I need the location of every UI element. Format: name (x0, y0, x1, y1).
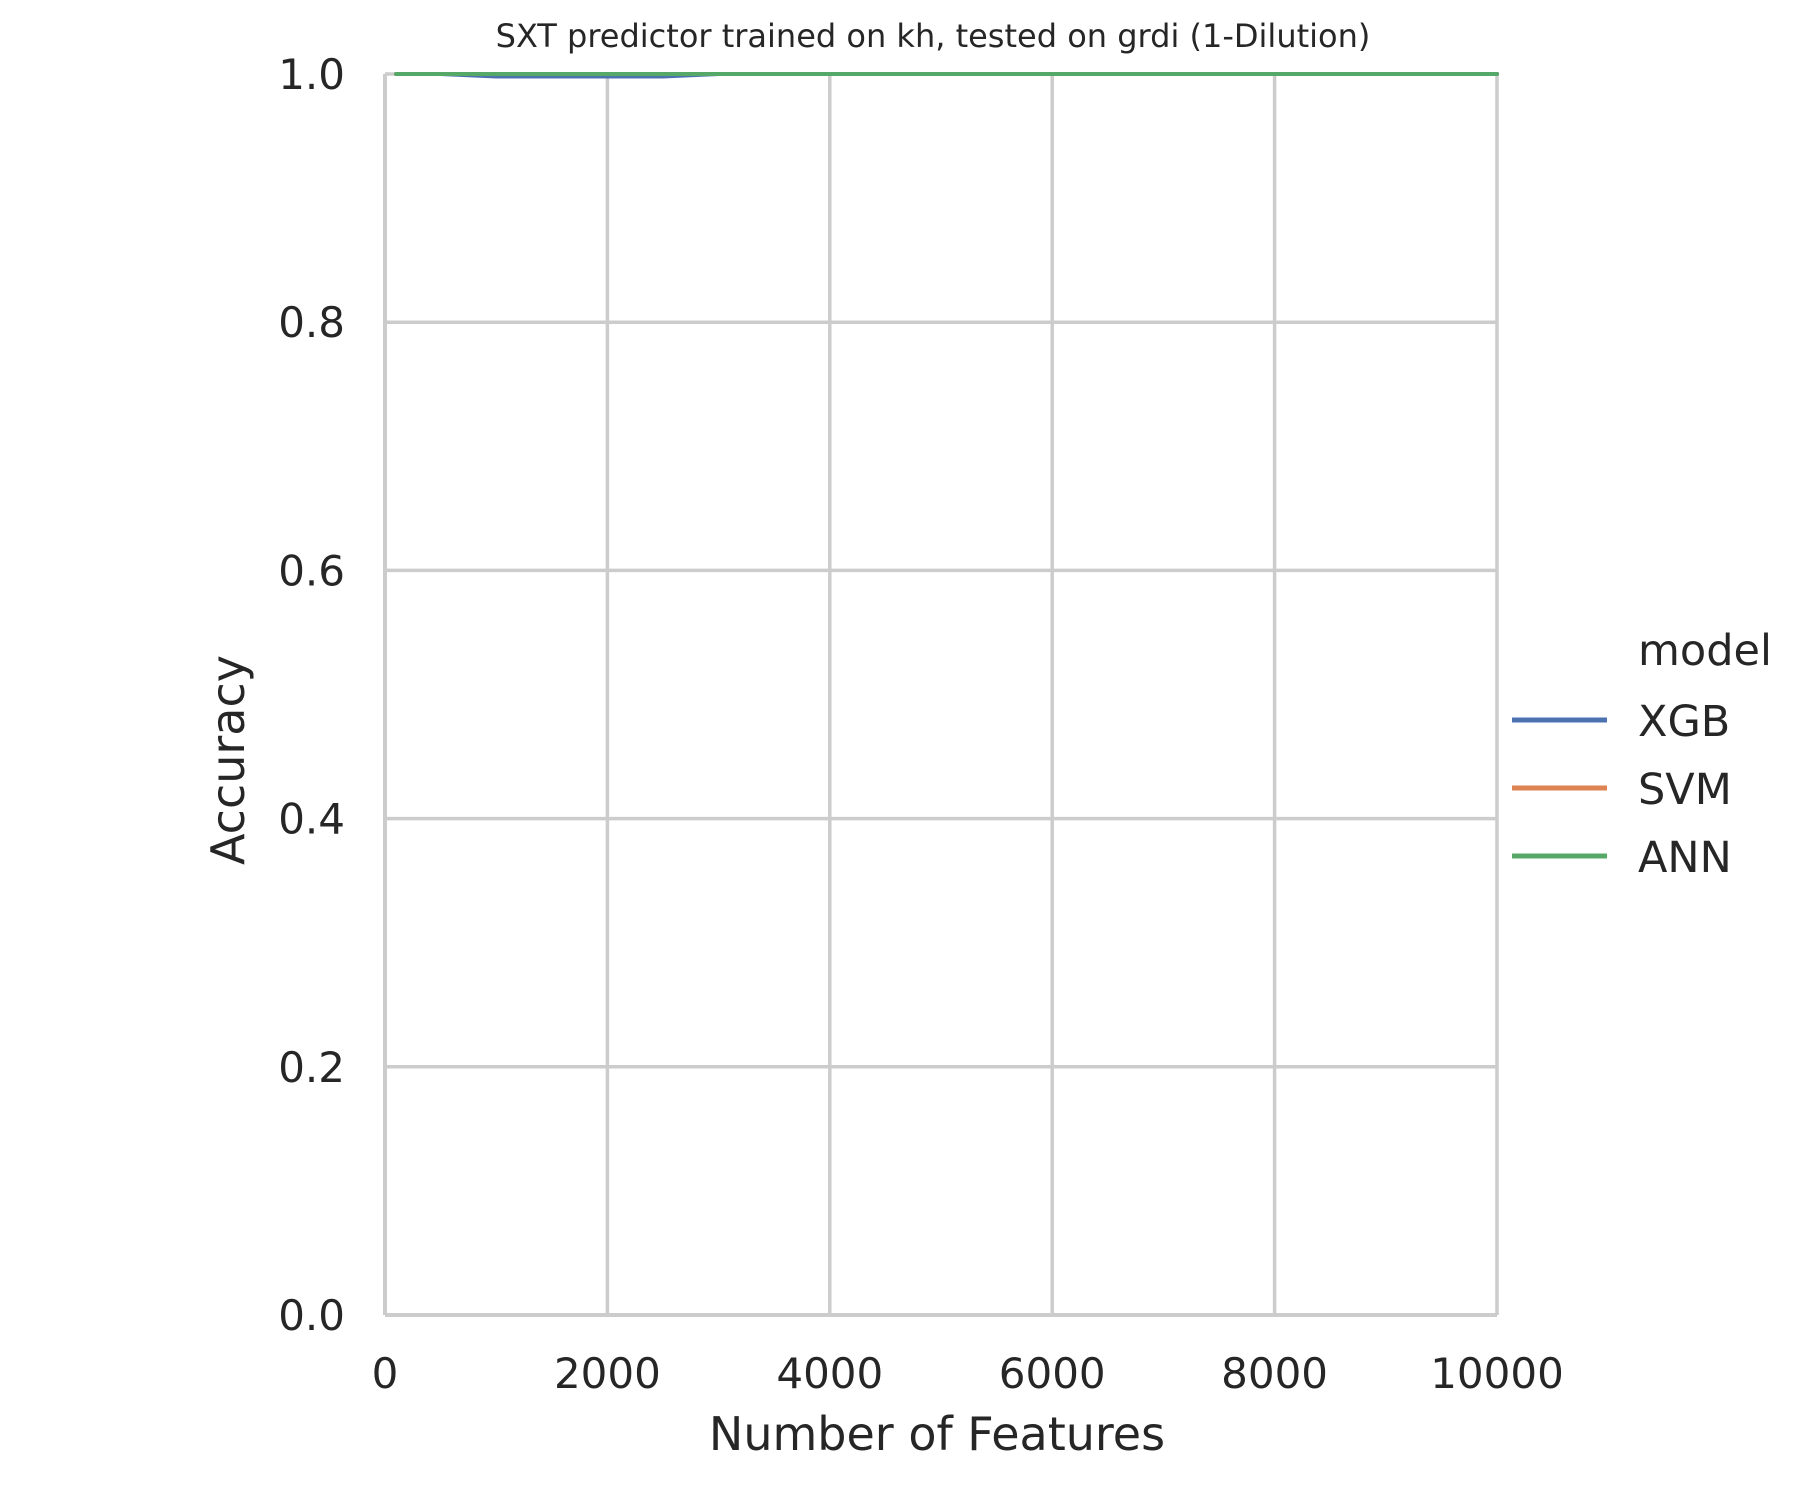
y-axis-label: Accuracy (201, 655, 255, 865)
legend-label-xgb: XGB (1638, 697, 1730, 747)
x-tick-label: 6000 (999, 1349, 1106, 1398)
chart-title: SXT predictor trained on kh, tested on g… (496, 17, 1371, 55)
y-tick-labels: 0.0 0.2 0.4 0.6 0.8 1.0 (278, 50, 345, 1340)
x-axis-label: Number of Features (709, 1407, 1165, 1461)
x-tick-labels: 0 2000 4000 6000 8000 10000 (372, 1349, 1564, 1398)
y-tick-label: 0.4 (278, 795, 345, 844)
x-tick-label: 4000 (776, 1349, 883, 1398)
legend-label-svm: SVM (1638, 765, 1732, 815)
grid-lines (383, 72, 1499, 1317)
y-tick-label: 0.2 (278, 1043, 345, 1092)
x-tick-label: 8000 (1221, 1349, 1328, 1398)
legend-title: model (1638, 626, 1772, 676)
legend: model XGB SVM ANN (1512, 626, 1772, 883)
x-tick-label: 10000 (1430, 1349, 1564, 1398)
series-lines (394, 72, 1499, 79)
y-tick-label: 0.0 (278, 1291, 345, 1340)
x-tick-label: 2000 (554, 1349, 661, 1398)
y-tick-label: 0.6 (278, 546, 345, 595)
axes-spines (383, 74, 1497, 1317)
x-tick-label: 0 (372, 1349, 399, 1398)
legend-label-ann: ANN (1638, 833, 1732, 883)
y-tick-label: 1.0 (278, 50, 345, 99)
y-tick-label: 0.8 (278, 298, 345, 347)
